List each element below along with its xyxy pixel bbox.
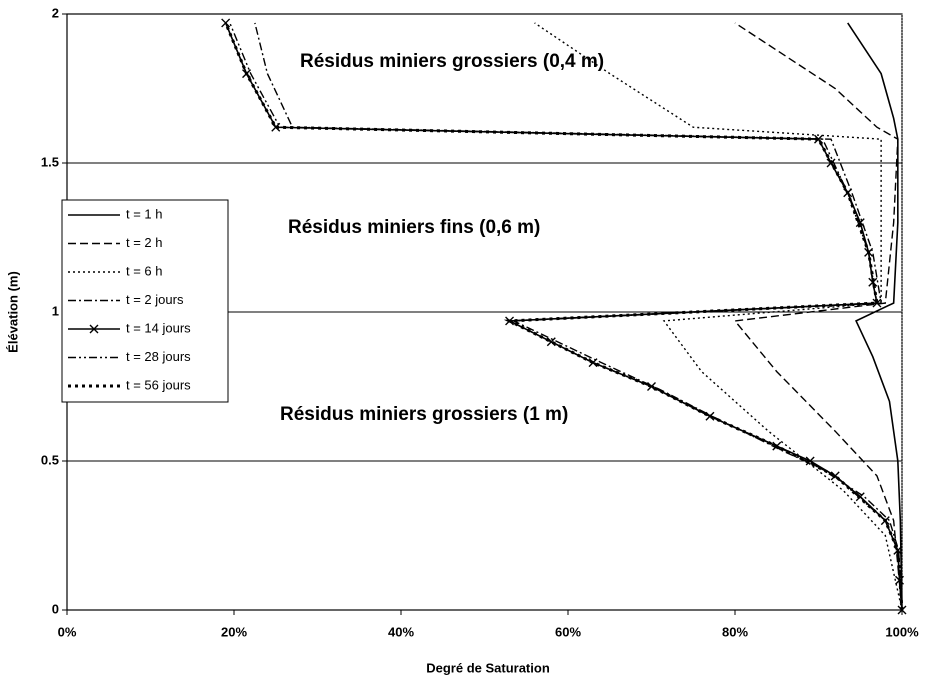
series-line bbox=[224, 22, 903, 611]
annotation: Résidus miniers grossiers (1 m) bbox=[280, 404, 568, 425]
x-tick-label: 0% bbox=[58, 624, 77, 639]
legend-label: t = 1 h bbox=[126, 206, 163, 221]
y-tick-label: 1 bbox=[52, 303, 59, 318]
series-line bbox=[229, 22, 903, 611]
series-line bbox=[224, 22, 904, 611]
y-tick-label: 2 bbox=[52, 5, 59, 20]
series-line bbox=[733, 22, 903, 611]
x-tick-label: 20% bbox=[221, 624, 247, 639]
legend-label: t = 14 jours bbox=[126, 320, 191, 335]
y-tick-label: 0 bbox=[52, 601, 59, 616]
annotation: Résidus miniers fins (0,6 m) bbox=[288, 217, 540, 238]
legend-label: t = 28 jours bbox=[126, 349, 191, 364]
x-tick-label: 40% bbox=[388, 624, 414, 639]
annotation: Résidus miniers grossiers (0,4 m) bbox=[300, 51, 604, 72]
y-tick-label: 0.5 bbox=[41, 452, 59, 467]
x-tick-label: 80% bbox=[722, 624, 748, 639]
legend-marker bbox=[89, 324, 99, 334]
legend-label: t = 56 jours bbox=[126, 377, 191, 392]
point-marker bbox=[868, 277, 878, 287]
y-axis-title: Élévation (m) bbox=[5, 271, 20, 353]
legend-label: t = 6 h bbox=[126, 263, 163, 278]
legend-label: t = 2 jours bbox=[126, 292, 184, 307]
series-line bbox=[847, 22, 903, 611]
x-tick-label: 60% bbox=[555, 624, 581, 639]
legend-label: t = 2 h bbox=[126, 235, 163, 250]
x-tick-label: 100% bbox=[885, 624, 919, 639]
x-axis-title: Degré de Saturation bbox=[426, 660, 550, 675]
y-tick-label: 1.5 bbox=[41, 154, 59, 169]
